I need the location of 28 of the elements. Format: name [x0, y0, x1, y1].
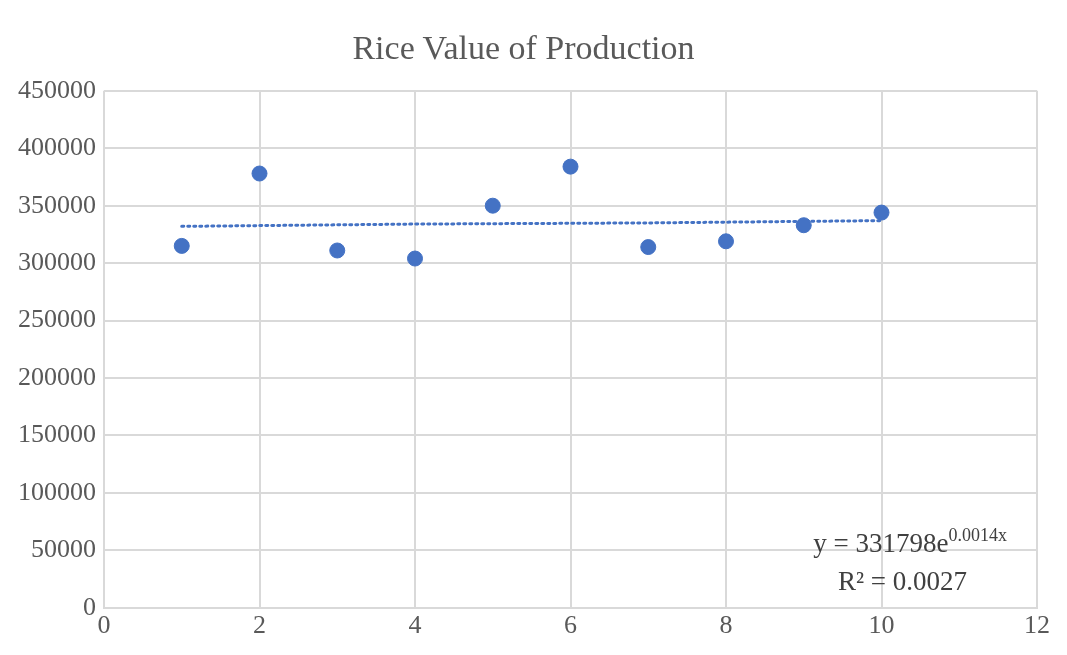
y-tick-label: 0	[83, 591, 96, 621]
x-tick-label: 10	[868, 610, 895, 640]
y-tick-label: 350000	[18, 189, 96, 219]
x-tick-label: 6	[564, 610, 577, 640]
point	[407, 250, 423, 267]
point	[795, 217, 812, 234]
x-tick-label: 8	[719, 610, 733, 640]
y-tick-label: 250000	[18, 304, 96, 334]
point	[718, 233, 734, 250]
x-tick-label: 12	[1024, 610, 1050, 640]
x-tick-label: 4	[408, 610, 422, 640]
point	[251, 165, 268, 182]
point	[873, 204, 890, 221]
point	[640, 239, 657, 256]
y-tick-label: 400000	[18, 132, 96, 162]
y-tick-label: 450000	[18, 74, 96, 104]
chart-title: Rice Value of Production	[352, 29, 695, 67]
annotation: R² = 0.0027	[837, 565, 968, 596]
point	[173, 237, 190, 254]
point	[484, 197, 501, 214]
y-tick-label: 150000	[18, 419, 96, 449]
x-tick-label: 2	[253, 610, 266, 640]
point	[329, 242, 346, 259]
point	[562, 158, 579, 175]
y-tick-label: 50000	[31, 534, 96, 564]
y-tick-label: 200000	[18, 361, 96, 391]
y-tick-label: 300000	[18, 246, 96, 276]
y-tick-label: 100000	[18, 476, 96, 506]
